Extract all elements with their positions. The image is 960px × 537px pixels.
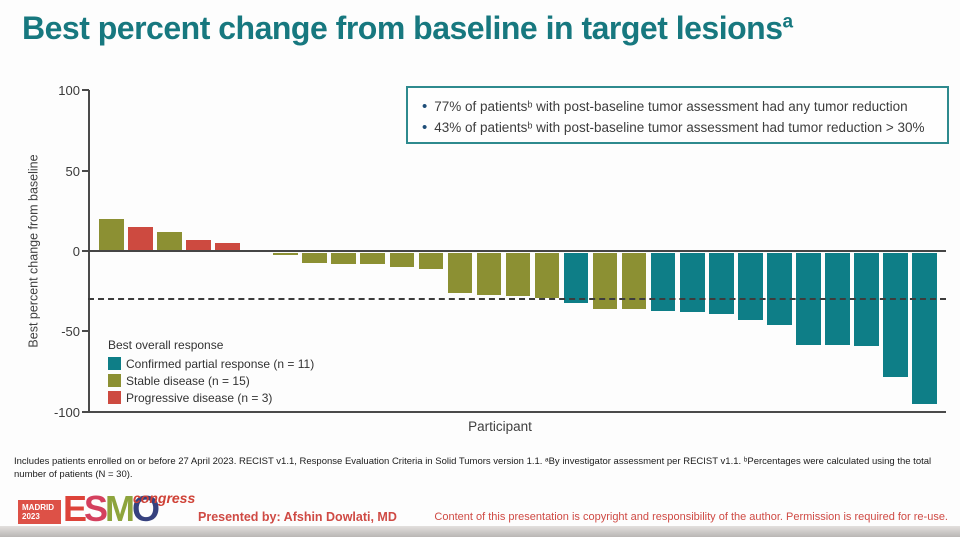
participant-bar <box>650 253 676 311</box>
tick-label: 50 <box>65 163 80 179</box>
legend-label: Stable disease (n = 15) <box>126 373 250 388</box>
tick-label: 0 <box>72 244 80 259</box>
legend-item: Progressive disease (n = 3) <box>108 389 314 406</box>
esmo-letter: M <box>105 488 135 529</box>
tick-label: -100 <box>53 404 80 420</box>
annotation-text: 43% of patientsᵇ with post-baseline tumo… <box>434 120 925 135</box>
bullet-icon: • <box>422 119 428 136</box>
participant-bar <box>912 253 937 405</box>
tick-label: -50 <box>61 324 80 340</box>
participant-bar <box>680 253 705 313</box>
participant-bar <box>360 253 385 265</box>
legend-swatch <box>108 374 121 387</box>
participant-bar <box>621 253 647 310</box>
page-title-superscript: a <box>782 11 794 33</box>
participant-bar <box>447 253 473 294</box>
participant-bar <box>389 253 414 268</box>
tick-mark <box>82 169 89 172</box>
logo-year: 2023 <box>22 512 40 521</box>
participant-bar <box>709 253 734 315</box>
annotation-text: 77% of patientsᵇ with post-baseline tumo… <box>434 99 908 114</box>
legend-label: Progressive disease (n = 3) <box>126 390 273 405</box>
minus-30-reference-line <box>88 298 946 300</box>
legend: Best overall response Confirmed partial … <box>108 338 314 406</box>
esmo-letter: O <box>132 488 160 529</box>
participant-bar <box>738 253 763 321</box>
esmo-letter: E <box>63 488 87 529</box>
legend-label: Confirmed partial response (n = 11) <box>126 356 315 371</box>
participant-bar <box>157 231 182 251</box>
participant-bar <box>99 218 124 251</box>
zero-baseline <box>88 250 946 252</box>
participant-bar <box>883 253 908 377</box>
footnote: Includes patients enrolled on or before … <box>14 456 932 480</box>
esmo-letter: S <box>84 488 108 529</box>
tick-label: 100 <box>58 83 80 99</box>
bottom-strip <box>0 526 960 537</box>
legend-item: Confirmed partial response (n = 11) <box>108 355 314 372</box>
participant-bar <box>563 253 589 303</box>
annotation-bullet-row: • 77% of patientsᵇ with post-baseline tum… <box>422 96 947 117</box>
esmo-logo: ESMO <box>63 491 160 527</box>
copyright-text: Content of this presentation is copyrigh… <box>434 511 948 523</box>
participant-bar <box>331 253 356 265</box>
participant-bar <box>186 239 211 251</box>
tick-mark <box>82 330 89 333</box>
participant-bar <box>128 226 153 251</box>
madrid-2023-logo: MADRID 2023 <box>18 500 61 524</box>
page-title-text: Best percent change from baseline in tar… <box>22 10 783 46</box>
participant-bar <box>592 253 618 310</box>
participant-bar <box>215 242 240 251</box>
participant-bar <box>534 253 560 298</box>
legend-swatch <box>108 391 121 404</box>
legend-title: Best overall response <box>108 338 224 352</box>
page-title: Best percent change from baseline in tar… <box>22 10 793 47</box>
participant-bar <box>273 253 298 255</box>
presented-by-text: Presented by: Afshin Dowlati, MD <box>198 510 397 524</box>
tick-mark <box>82 250 89 252</box>
bullet-icon: • <box>422 98 428 115</box>
tick-mark <box>82 410 89 413</box>
congress-label: congress <box>133 490 196 506</box>
logo-city: MADRID <box>22 503 54 512</box>
x-axis-label: Participant <box>468 419 532 434</box>
participant-bar <box>418 253 444 270</box>
legend-swatch <box>108 357 121 370</box>
annotation-bullet-row: • 43% of patientsᵇ with post-baseline tum… <box>422 117 947 138</box>
participant-bar <box>505 253 531 297</box>
legend-item: Stable disease (n = 15) <box>108 372 314 389</box>
participant-bar <box>767 253 792 326</box>
x-axis-spine <box>88 411 946 413</box>
key-results-box: • 77% of patientsᵇ with post-baseline tum… <box>406 86 949 144</box>
tick-mark <box>82 89 89 92</box>
participant-bar <box>476 253 502 295</box>
y-axis-label: Best percent change from baseline <box>26 154 41 348</box>
participant-bar <box>302 253 327 263</box>
